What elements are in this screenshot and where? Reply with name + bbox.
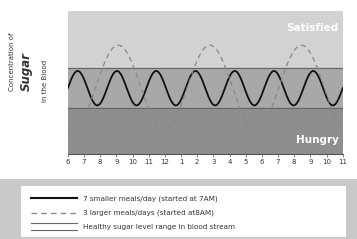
Bar [68,11,343,68]
Text: Concentration of: Concentration of [10,33,15,91]
Text: 7 smaller meals/day (started at 7AM): 7 smaller meals/day (started at 7AM) [83,195,218,202]
Bar [68,108,343,154]
Text: PM: PM [159,194,171,203]
Text: Satisfied: Satisfied [286,23,338,33]
Text: Hungry: Hungry [296,135,338,145]
FancyBboxPatch shape [12,185,356,238]
FancyBboxPatch shape [0,0,357,183]
Bar [68,68,343,108]
Text: in the Blood: in the Blood [42,60,47,102]
Text: AM: AM [65,194,77,203]
Text: 3 larger meals/days (started at8AM): 3 larger meals/days (started at8AM) [83,209,214,216]
Text: Healthy sugar level range in blood stream: Healthy sugar level range in blood strea… [83,223,235,230]
Text: Sugar: Sugar [20,52,33,91]
